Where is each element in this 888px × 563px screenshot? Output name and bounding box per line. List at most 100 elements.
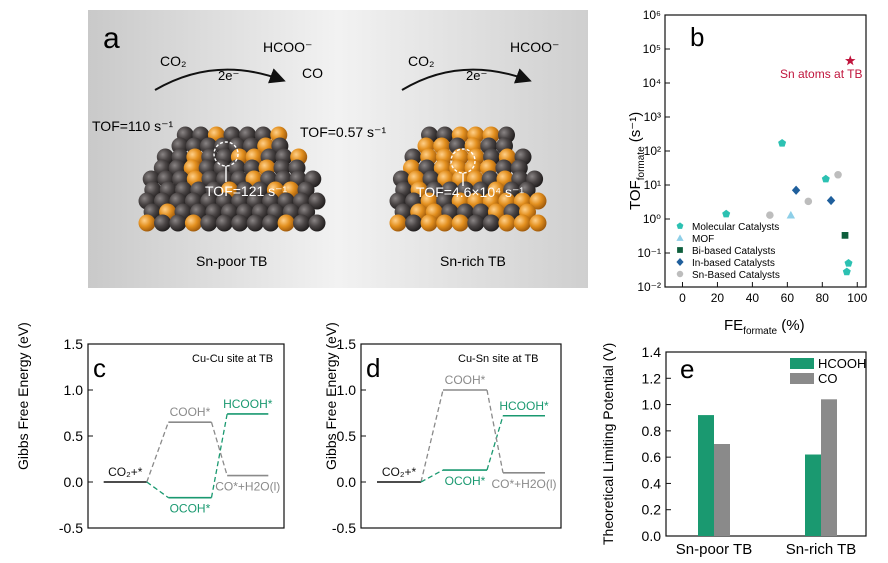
panel-e-frame [665, 351, 867, 537]
sn-atom [436, 214, 454, 232]
x-tick-label: 40 [746, 291, 760, 305]
cu-atom [308, 192, 326, 210]
y-tick-label: 0.4 [642, 475, 662, 491]
panel-d-chart: d Cu-Sn site at TB Gibbs Free Energy (eV… [323, 322, 562, 536]
panel-b-chart: b Sn atoms at TB 0 20 40 60 80 100 10⁻² 10⁻¹ 10⁰… [627, 8, 868, 337]
panel-d-frame [360, 343, 562, 529]
data-point [844, 259, 853, 267]
bar [821, 399, 837, 536]
legend-marker [676, 258, 684, 266]
data-point [804, 197, 813, 206]
y-tick-label: 0.5 [64, 428, 84, 444]
x-tick-label: 60 [781, 291, 795, 305]
sn-atom [138, 214, 156, 232]
legend-label: Bi-based Catalysts [692, 246, 775, 257]
y-tick-label: 1.0 [337, 382, 357, 398]
data-point [826, 195, 836, 206]
panel-b-label: b [690, 22, 704, 52]
cu-atom [482, 214, 500, 232]
x-tick-label: 80 [816, 291, 830, 305]
left-product-2: CO [302, 65, 323, 81]
panel-e-bars [698, 399, 837, 536]
panel-a-label: a [103, 22, 120, 55]
panel-a: a CO₂ 2e⁻ HCOO⁻ CO TOF=110 s⁻¹ TOF=0.57 … [88, 10, 588, 288]
sn-atom [451, 214, 469, 232]
legend-swatch [790, 358, 814, 369]
panel-c-title: Cu-Cu site at TB [192, 353, 273, 365]
cu-atom [169, 214, 187, 232]
panel-c-levels: CO₂+* COOH* OCOH* HCOOH* CO*+H2O(l) [103, 397, 280, 516]
left-reaction-arrow [154, 68, 286, 91]
energy-level-label: OCOH* [170, 502, 211, 516]
data-point [791, 185, 801, 195]
y-tick-label: 10⁰ [643, 212, 661, 226]
left-tof-center: TOF=121 s⁻¹ [205, 183, 288, 199]
y-tick-label: 0.2 [642, 502, 662, 518]
y-tick-label: 10¹ [644, 178, 661, 192]
y-tick-label: 1.5 [337, 336, 357, 352]
energy-connector [420, 469, 444, 483]
panel-c-ylabel: Gibbs Free Energy (eV) [15, 322, 31, 470]
panel-c-frame [87, 343, 285, 529]
sn-atom [184, 214, 202, 232]
y-tick-label: 1.4 [642, 344, 662, 360]
panel-b-axes: 0 20 40 60 80 100 10⁻² 10⁻¹ 10⁰ 10¹ 10² 10³ 10⁴ 10⁵ 10… [637, 8, 867, 305]
energy-level-label: CO₂+* [108, 465, 143, 479]
active-site-marker [213, 141, 239, 167]
data-point [834, 170, 842, 179]
legend-marker [676, 222, 684, 229]
x-category-label: Sn-poor TB [676, 541, 752, 558]
legend-label: CO [818, 371, 838, 386]
cu-atom [308, 214, 326, 232]
panel-b-xlabel: FEformate (%) [724, 317, 805, 337]
energy-level-label: HCOOH* [223, 397, 273, 411]
panel-b-ylabel: TOFformate (s⁻¹) [627, 112, 647, 210]
cu-atom [154, 214, 171, 232]
left-reactant: CO₂ [160, 53, 186, 69]
energy-connector [210, 413, 228, 498]
y-tick-label: 10⁻¹ [637, 246, 661, 260]
data-point [841, 232, 849, 239]
x-tick-label: 20 [711, 291, 725, 305]
panel-d-title: Cu-Sn site at TB [458, 353, 539, 365]
data-point [786, 210, 796, 219]
energy-connector [146, 481, 169, 499]
legend-marker [676, 270, 684, 278]
data-point [766, 211, 774, 219]
panel-c-label: c [93, 353, 106, 383]
data-point [778, 139, 787, 147]
legend-marker [677, 247, 683, 253]
y-tick-label: 0.8 [642, 423, 662, 439]
x-category-label: Sn-rich TB [786, 541, 857, 558]
legend-label: Molecular Catalysts [692, 222, 779, 233]
cu-atom [246, 214, 264, 232]
legend-swatch [790, 373, 814, 384]
legend-marker [676, 234, 684, 241]
panel-e-ylabel: Theoretical Limiting Potential (V) [600, 343, 616, 545]
sn-atom [420, 214, 438, 232]
right-product-1: HCOO⁻ [510, 39, 559, 55]
bar [805, 454, 821, 536]
panel-e-chart: e Theoretical Limiting Potential (V) 0.0… [600, 343, 867, 558]
energy-level-label: CO*+H2O(l) [491, 477, 556, 491]
cu-atom [467, 214, 485, 232]
y-tick-label: 10⁵ [643, 42, 661, 56]
panel-d-label: d [366, 353, 380, 383]
y-tick-label: 10⁶ [643, 8, 661, 22]
panel-d-ylabel: Gibbs Free Energy (eV) [323, 322, 339, 470]
panel-e-axes: 0.0 0.2 0.4 0.6 0.8 1.0 1.2 1.4 Sn-poor TB Sn-ric… [642, 344, 857, 558]
left-caption: Sn-poor TB [196, 253, 267, 269]
highlight-point [845, 55, 856, 66]
sn-atom [529, 192, 547, 210]
right-electrons: 2e⁻ [466, 68, 487, 83]
panel-d-axes: -0.5 0.0 0.5 1.0 1.5 [332, 336, 366, 536]
cu-atom [231, 214, 249, 232]
y-tick-label: 10⁻² [637, 280, 661, 294]
y-tick-label: 0.0 [642, 528, 662, 544]
energy-connector [486, 415, 504, 471]
energy-connector [210, 422, 228, 476]
sn-atom [277, 214, 295, 232]
legend-label: In-based Catalysts [692, 258, 775, 269]
